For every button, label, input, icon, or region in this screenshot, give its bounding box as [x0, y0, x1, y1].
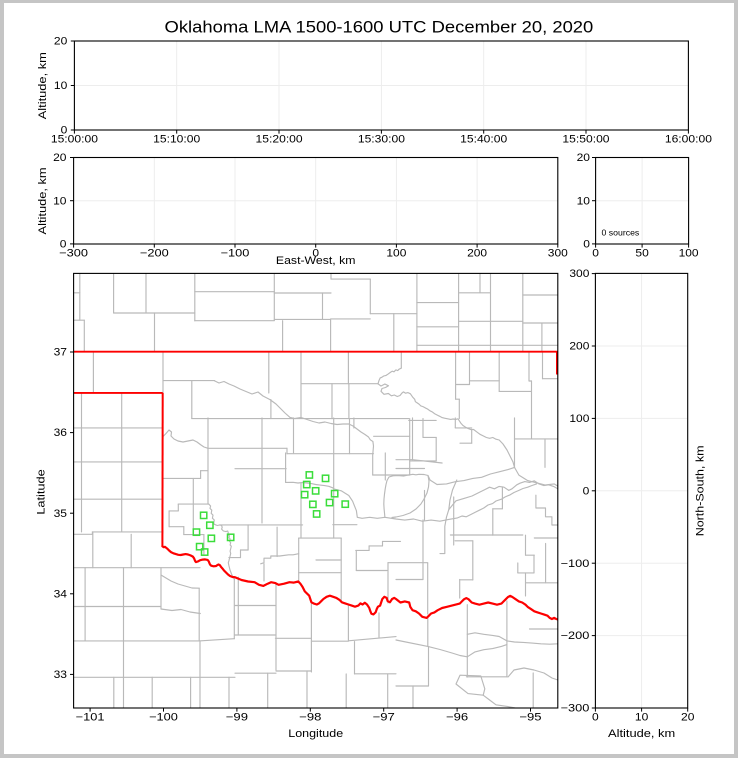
svg-text:Altitude, km: Altitude, km — [608, 728, 675, 740]
svg-text:10: 10 — [53, 195, 66, 207]
svg-text:0: 0 — [61, 125, 68, 137]
svg-text:20: 20 — [577, 152, 590, 164]
svg-text:33: 33 — [54, 669, 67, 681]
svg-text:100: 100 — [386, 248, 406, 260]
svg-text:10: 10 — [577, 195, 590, 207]
svg-text:−200: −200 — [140, 248, 169, 260]
svg-text:16:00:00: 16:00:00 — [665, 133, 712, 145]
svg-text:−200: −200 — [561, 630, 590, 642]
svg-text:200: 200 — [467, 248, 487, 260]
svg-text:200: 200 — [569, 341, 589, 353]
svg-text:300: 300 — [548, 248, 568, 260]
svg-text:37: 37 — [54, 347, 67, 359]
svg-text:15:40:00: 15:40:00 — [460, 133, 507, 145]
svg-text:Altitude, km: Altitude, km — [37, 52, 49, 119]
svg-text:Oklahoma LMA 1500-1600 UTC Dec: Oklahoma LMA 1500-1600 UTC December 20, … — [165, 18, 594, 37]
svg-text:0: 0 — [583, 239, 590, 251]
svg-text:Longitude: Longitude — [288, 728, 343, 740]
svg-text:10: 10 — [54, 80, 67, 92]
svg-text:−99: −99 — [226, 712, 248, 724]
svg-text:300: 300 — [569, 268, 589, 280]
svg-text:20: 20 — [681, 712, 694, 724]
svg-text:−98: −98 — [299, 712, 321, 724]
svg-text:−300: −300 — [561, 703, 590, 715]
svg-text:15:50:00: 15:50:00 — [562, 133, 609, 145]
svg-text:15:10:00: 15:10:00 — [153, 133, 200, 145]
svg-text:100: 100 — [569, 413, 589, 425]
svg-text:−100: −100 — [221, 248, 250, 260]
svg-text:20: 20 — [54, 36, 67, 48]
svg-text:Latitude: Latitude — [36, 469, 48, 514]
svg-text:100: 100 — [679, 248, 699, 260]
svg-text:20: 20 — [53, 152, 66, 164]
svg-text:0: 0 — [60, 239, 67, 251]
svg-text:15:20:00: 15:20:00 — [256, 133, 303, 145]
svg-text:−100: −100 — [149, 712, 178, 724]
svg-text:0 sources: 0 sources — [602, 229, 640, 238]
svg-text:34: 34 — [54, 588, 67, 600]
svg-text:36: 36 — [54, 427, 67, 439]
svg-text:−101: −101 — [76, 712, 105, 724]
svg-text:10: 10 — [635, 712, 648, 724]
svg-text:15:00:00: 15:00:00 — [51, 133, 98, 145]
svg-text:−96: −96 — [446, 712, 468, 724]
svg-text:0: 0 — [592, 248, 599, 260]
svg-text:0: 0 — [583, 485, 590, 497]
svg-text:0: 0 — [312, 248, 319, 260]
svg-text:15:30:00: 15:30:00 — [358, 133, 405, 145]
svg-text:50: 50 — [635, 248, 648, 260]
svg-text:North-South, km: North-South, km — [695, 446, 707, 537]
svg-text:−97: −97 — [373, 712, 395, 724]
svg-text:Altitude, km: Altitude, km — [37, 167, 49, 234]
svg-text:0: 0 — [592, 712, 599, 724]
svg-text:East-West, km: East-West, km — [276, 255, 356, 267]
svg-text:35: 35 — [54, 508, 67, 520]
svg-text:−100: −100 — [561, 558, 590, 570]
svg-text:−300: −300 — [59, 248, 88, 260]
svg-text:−95: −95 — [519, 712, 541, 724]
